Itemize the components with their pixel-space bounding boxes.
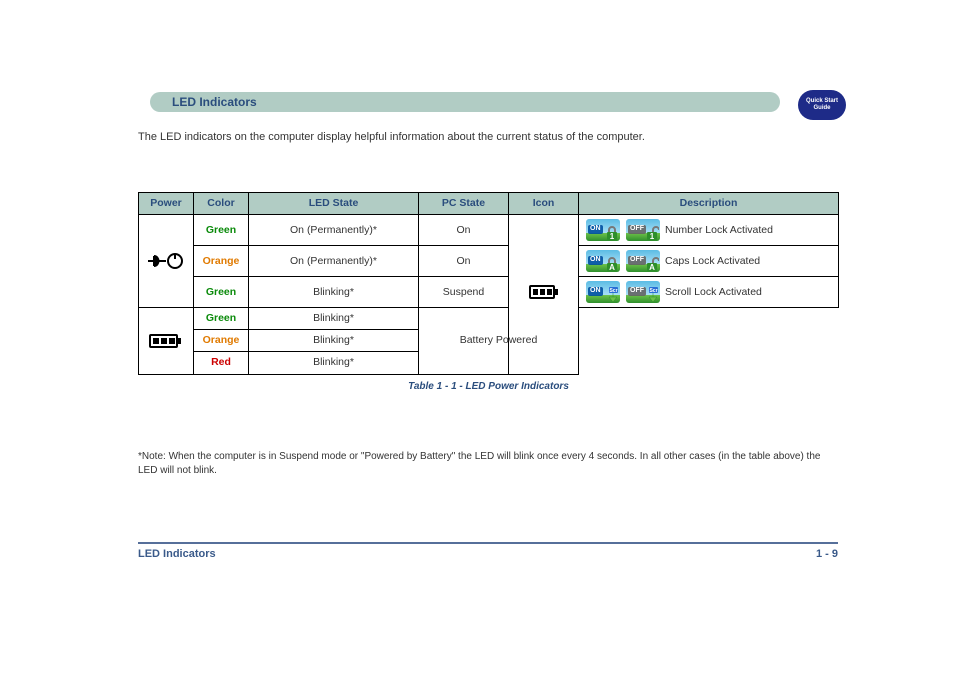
svg-text:1: 1 [610, 232, 615, 241]
svg-text:1: 1 [650, 232, 655, 241]
table-row: Green On (Permanently)* On [139, 215, 839, 246]
th-color: Color [194, 193, 249, 215]
cell-desc: ON 1 OFF 1 Number Lock Activated [579, 215, 839, 246]
cell-led-state: On (Permanently)* [249, 215, 419, 246]
badge-on: ON 1 [586, 219, 620, 241]
battery-status-icon [529, 283, 559, 301]
numlock-on-icon: 1 [605, 225, 619, 241]
capslock-off-icon: A [645, 256, 659, 272]
document-page: LED Indicators Quick Start Guide The LED… [0, 0, 954, 673]
badge-on: ON A [586, 250, 620, 272]
led-indicators-table: Power Color LED State PC State Icon Desc… [138, 192, 839, 392]
footnote: *Note: When the computer is in Suspend m… [138, 450, 838, 478]
cell-pc-state: On [419, 215, 509, 246]
badge-off: OFF 1 [626, 219, 660, 241]
cell-pc-state: On [419, 246, 509, 277]
intro-text: The LED indicators on the computer displ… [138, 130, 798, 145]
chapter-tab: Quick Start Guide [798, 90, 846, 120]
table-caption: Table 1 - 1 - LED Power Indicators [138, 375, 839, 392]
cell-color: Green [194, 308, 249, 330]
chapter-tab-label: Quick Start Guide [798, 98, 846, 111]
svg-text:Scr: Scr [609, 288, 617, 294]
cell-power-ac [139, 215, 194, 308]
section-title-bar: LED Indicators [150, 92, 780, 112]
cell-pc-state: Suspend [419, 277, 509, 308]
ac-power-icon [145, 250, 187, 272]
table-header-row: Power Color LED State PC State Icon Desc… [139, 193, 839, 215]
cell-led-state: Blinking* [249, 330, 419, 352]
badge-on: ON Scr [586, 281, 620, 303]
badge-off: OFF Scr [626, 281, 660, 303]
cell-color: Red [194, 352, 249, 374]
cell-desc: ON Scr OFF Scr Scroll Lock Activated [579, 277, 839, 308]
svg-text:A: A [649, 263, 655, 272]
cell-color: Green [194, 277, 249, 308]
footer-right: 1 - 9 [816, 548, 838, 560]
numlock-off-icon: 1 [645, 225, 659, 241]
table-row: Green Blinking* Suspend ON Scr OFF [139, 277, 839, 308]
cell-desc: ON A OFF A Caps Lock Activated [579, 246, 839, 277]
cell-power-battery [139, 308, 194, 374]
cell-color: Green [194, 215, 249, 246]
th-pc-state: PC State [419, 193, 509, 215]
th-power: Power [139, 193, 194, 215]
cell-led-state: On (Permanently)* [249, 246, 419, 277]
cell-led-state: Blinking* [249, 277, 419, 308]
badge-off: OFF A [626, 250, 660, 272]
desc-text: Number Lock Activated [665, 224, 773, 237]
th-icon: Icon [509, 193, 579, 215]
desc-text: Caps Lock Activated [665, 255, 760, 268]
desc-text: Scroll Lock Activated [665, 286, 762, 299]
battery-icon [145, 332, 187, 350]
svg-text:Scr: Scr [649, 288, 657, 294]
th-led-state: LED State [249, 193, 419, 215]
section-title: LED Indicators [172, 95, 257, 109]
cell-battery-desc: Battery Powered [419, 308, 579, 374]
table-row: Green Blinking* Battery Powered [139, 308, 839, 330]
scrolllock-on-icon: Scr [605, 287, 619, 303]
cell-led-state: Blinking* [249, 308, 419, 330]
cell-led-state: Blinking* [249, 352, 419, 374]
cell-color: Orange [194, 330, 249, 352]
scrolllock-off-icon: Scr [645, 287, 659, 303]
footer-left: LED Indicators [138, 548, 216, 560]
th-desc: Description [579, 193, 839, 215]
capslock-on-icon: A [605, 256, 619, 272]
svg-text:A: A [609, 263, 615, 272]
footer-rule [138, 542, 838, 544]
cell-color: Orange [194, 246, 249, 277]
table-row: Orange On (Permanently)* On ON A OFF [139, 246, 839, 277]
